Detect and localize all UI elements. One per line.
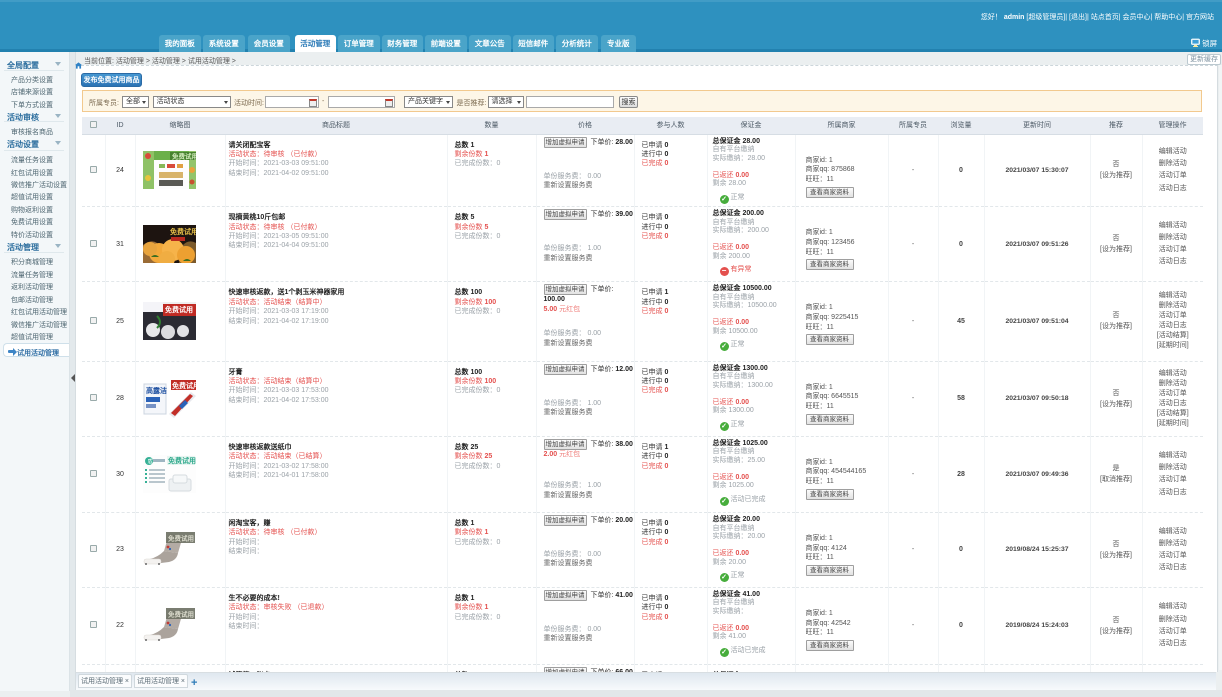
- svg-text:高露洁: 高露洁: [146, 386, 167, 395]
- svg-text:免费试用: 免费试用: [165, 305, 193, 314]
- svg-text:免费试用: 免费试用: [170, 227, 196, 236]
- svg-text:免费试用: 免费试用: [168, 609, 194, 618]
- svg-text:免费试用: 免费试用: [172, 381, 196, 390]
- svg-text:免费试用: 免费试用: [168, 533, 194, 542]
- svg-text:免费试用: 免费试用: [172, 152, 196, 161]
- svg-text:免费试用: 免费试用: [168, 456, 196, 465]
- svg-text:盾: 盾: [147, 458, 152, 465]
